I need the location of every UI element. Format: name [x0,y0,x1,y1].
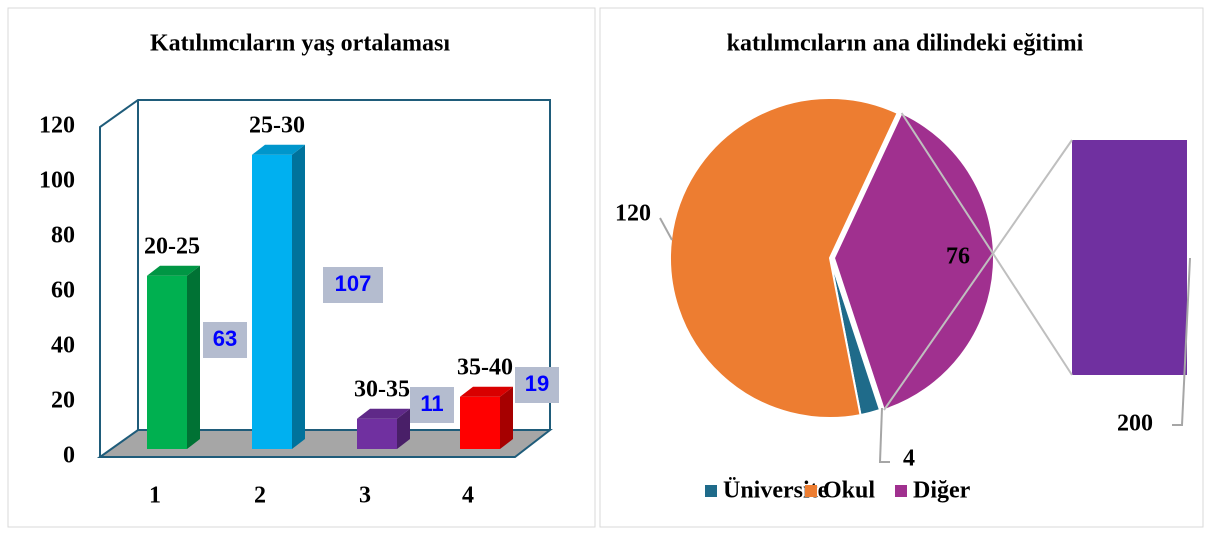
leader [1172,257,1191,426]
bar-label: 20-25 [144,233,200,259]
x-tick-label: 1 [149,483,161,509]
bar-face [460,386,513,397]
value-label: 11 [420,391,443,416]
y-tick-label: 100 [39,168,75,194]
legend-swatch [895,485,907,497]
bar [147,265,200,449]
connector [883,139,1073,411]
y-tick-label: 80 [51,223,75,249]
legend-swatch [705,485,717,497]
bar-label: 30-35 [354,376,410,402]
bar-face [357,418,397,449]
value-label-box [515,367,559,403]
bar-face [187,265,200,449]
bar [252,144,305,449]
bar-face [147,275,187,449]
secondary-bar [1072,140,1187,375]
legend-swatch [805,485,817,497]
data-label: 4 [903,446,915,472]
y-tick-label: 40 [51,333,75,359]
value-label-box [410,387,454,423]
y-tick-label: 0 [63,443,75,469]
bar-value-label: 200 [1117,411,1153,437]
bar [460,386,513,449]
bar-label: 35-40 [457,354,513,380]
bar-label: 25-30 [249,112,305,138]
x-tick-label: 4 [462,483,474,509]
pie-slice [832,111,995,412]
bar-face [252,144,305,155]
y-tick-label: 120 [39,113,75,139]
value-label: 63 [213,326,237,351]
value-label-box [203,322,247,358]
bar [357,408,410,449]
bar-face [460,396,500,449]
value-label-box [323,267,383,303]
y-tick-label: 60 [51,278,75,304]
chart-title: Katılımcıların yaş ortalaması [150,31,450,57]
bar-face [147,265,200,276]
x-tick-label: 2 [254,483,266,509]
bar-face [252,154,292,449]
bar-face [357,408,410,419]
value-label: 107 [335,271,372,296]
x-tick-label: 3 [359,483,371,509]
value-label: 19 [525,371,549,396]
connector [900,112,1073,376]
leader [878,407,890,463]
data-label: 120 [615,201,651,227]
bar-face [500,386,513,449]
chart-title: katılımcıların ana dilindeki eğitimi [727,31,1084,57]
legend-label: Diğer [913,478,971,504]
data-label: 76 [946,244,970,270]
leader [659,217,673,241]
bar-face [292,144,305,449]
y-tick-label: 20 [51,388,75,414]
legend-label: Okul [823,478,875,504]
bar-face [397,408,410,449]
